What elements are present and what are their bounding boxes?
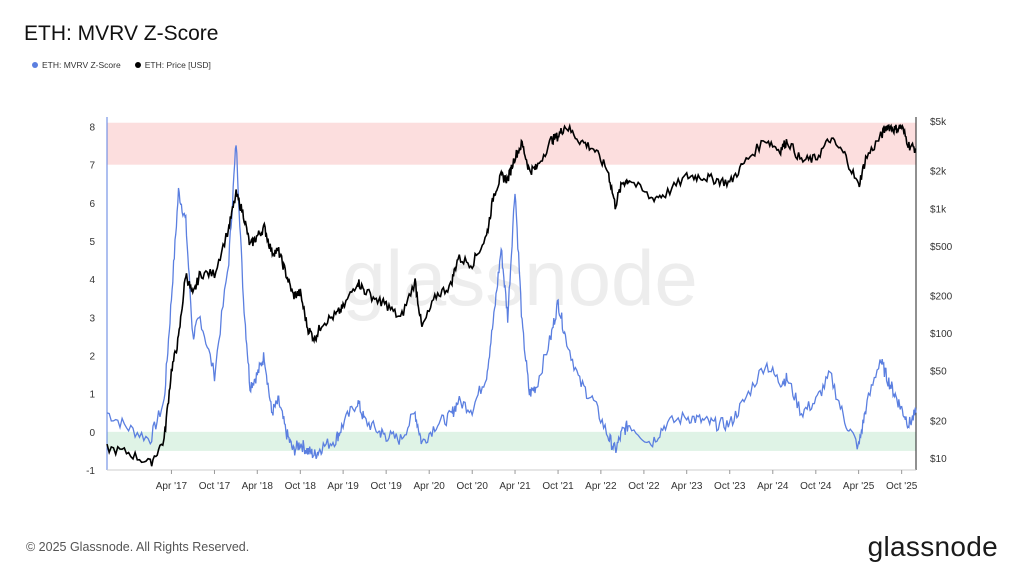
chart-title: ETH: MVRV Z-Score <box>24 22 219 45</box>
x-tick-17: Oct '25 <box>886 481 918 492</box>
x-tick-4: Apr '19 <box>327 481 359 492</box>
x-tick-7: Oct '20 <box>457 481 489 492</box>
y-right-ticks: $10 $20 $50 $100 $200 $500 $1k $2k $5k <box>930 117 953 465</box>
copyright-text: © 2025 Glassnode. All Rights Reserved. <box>26 540 250 554</box>
x-tick-14: Apr '24 <box>757 481 789 492</box>
x-tick-15: Oct '24 <box>800 481 832 492</box>
legend-item-price[interactable]: ETH: Price [USD] <box>134 60 211 70</box>
y-left-tick-6: 5 <box>89 237 95 248</box>
x-tick-10: Apr '22 <box>585 481 617 492</box>
brand-logo[interactable]: glassnode <box>867 531 998 562</box>
y-left-tick-1: 0 <box>89 428 95 439</box>
y-right-tick-2: $50 <box>930 367 947 378</box>
x-tick-0: Apr '17 <box>156 481 188 492</box>
legend-dot-zscore <box>32 62 38 68</box>
y-right-tick-1: $20 <box>930 416 947 427</box>
y-left-tick-9: 8 <box>89 123 95 134</box>
x-tick-5: Oct '19 <box>370 481 402 492</box>
x-ticks: Apr '17 Oct '17 Apr '18 Oct '18 Apr '19 Oct '… <box>156 470 918 492</box>
x-tick-3: Oct '18 <box>285 481 317 492</box>
legend-label-price: ETH: Price [USD] <box>144 60 211 70</box>
x-tick-1: Oct '17 <box>199 481 231 492</box>
x-tick-6: Apr '20 <box>414 481 446 492</box>
y-left-tick-4: 3 <box>89 313 95 324</box>
band-low <box>107 431 916 451</box>
y-right-tick-7: $2k <box>930 167 947 178</box>
y-left-ticks: -1 0 1 2 3 4 5 6 7 8 <box>86 123 95 477</box>
x-tick-8: Apr '21 <box>499 481 531 492</box>
legend-item-zscore[interactable]: ETH: MVRV Z-Score <box>32 60 121 70</box>
y-left-tick-3: 2 <box>89 352 95 363</box>
series-price-line <box>106 123 917 467</box>
y-left-tick-7: 6 <box>89 199 95 210</box>
legend-label-zscore: ETH: MVRV Z-Score <box>42 60 121 70</box>
y-right-tick-8: $5k <box>930 117 947 128</box>
x-tick-11: Oct '22 <box>628 481 660 492</box>
y-right-tick-5: $500 <box>930 242 953 253</box>
x-tick-13: Oct '23 <box>714 481 746 492</box>
y-left-tick-0: -1 <box>86 466 95 477</box>
x-tick-12: Apr '23 <box>671 481 703 492</box>
legend-dot-price <box>134 62 141 68</box>
y-left-tick-2: 1 <box>89 390 95 401</box>
y-right-tick-3: $100 <box>930 329 953 340</box>
x-tick-2: Apr '18 <box>242 481 274 492</box>
x-tick-16: Apr '25 <box>843 481 875 492</box>
y-right-tick-0: $10 <box>930 454 947 465</box>
y-right-tick-4: $200 <box>930 292 953 303</box>
y-left-tick-8: 7 <box>89 161 95 172</box>
band-high <box>107 122 916 165</box>
y-right-tick-6: $1k <box>930 204 947 215</box>
y-left-tick-5: 4 <box>89 275 95 286</box>
legend: ETH: MVRV Z-Score ETH: Price [USD] <box>32 60 211 70</box>
series-zscore-line <box>106 145 917 460</box>
x-tick-9: Oct '21 <box>542 481 574 492</box>
